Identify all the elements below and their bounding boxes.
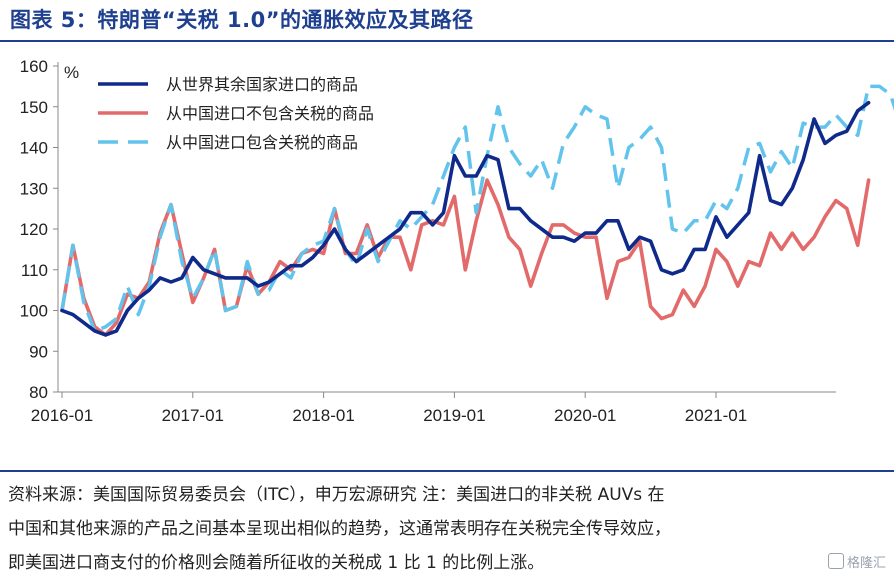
y-tick-label: 140 (20, 139, 48, 158)
y-tick-label: 80 (29, 383, 48, 402)
series-layer (60, 84, 894, 337)
watermark-text: 格隆汇 (846, 556, 886, 571)
legend-label-3: 从中国进口包含关税的商品 (166, 133, 358, 152)
x-tick-label: 2016-01 (31, 406, 93, 425)
y-tick-label: 120 (20, 220, 48, 239)
top-rule (0, 40, 894, 42)
y-tick-label: 110 (21, 261, 48, 280)
x-tick-label: 2021-01 (685, 406, 747, 425)
series-line-3 (60, 84, 894, 333)
note-line-1: 资料来源：美国国际贸易委员会（ITC），申万宏源研究 注：美国进口的非关税 AU… (8, 485, 665, 505)
x-tick-label: 2019-01 (423, 406, 485, 425)
x-tick-label: 2018-01 (292, 406, 354, 425)
note-line-2: 中国和其他来源的产品之间基本呈现出相似的趋势，这通常表明存在关税完全传导效应， (8, 519, 671, 539)
y-tick-label: 90 (29, 342, 48, 361)
chart-axes: 80 90 100 110 120 130 140 150 160 % 2016-01 2017-01… (20, 57, 836, 425)
watermark-logo-icon (827, 553, 844, 569)
bottom-rule (0, 470, 894, 472)
x-tick-label: 2020-01 (554, 406, 616, 425)
chart-title: 图表 5：特朗普“关税 1.0”的通胀效应及其路径 (10, 8, 474, 32)
series-line-1 (60, 100, 871, 337)
watermark: 格隆汇 (827, 552, 886, 571)
series-line-2 (60, 178, 871, 337)
y-tick-label: 100 (20, 302, 48, 321)
legend-label-1: 从世界其余国家进口的商品 (166, 75, 358, 94)
line-chart: 80 90 100 110 120 130 140 150 160 % 2016-01 2017-01… (20, 57, 894, 425)
source-note: 资料来源：美国国际贸易委员会（ITC），申万宏源研究 注：美国进口的非关税 AU… (8, 478, 808, 580)
y-tick-label: 160 (20, 57, 48, 76)
legend-label-2: 从中国进口不包含关税的商品 (166, 104, 374, 123)
x-tick-label: 2017-01 (162, 406, 224, 425)
y-tick-label: 130 (20, 179, 48, 198)
y-tick-label: 150 (20, 98, 48, 117)
y-axis-unit-label: % (64, 63, 79, 82)
note-line-3: 即美国进口商支付的价格则会随着所征收的关税成 1 比 1 的比例上涨。 (8, 553, 545, 573)
